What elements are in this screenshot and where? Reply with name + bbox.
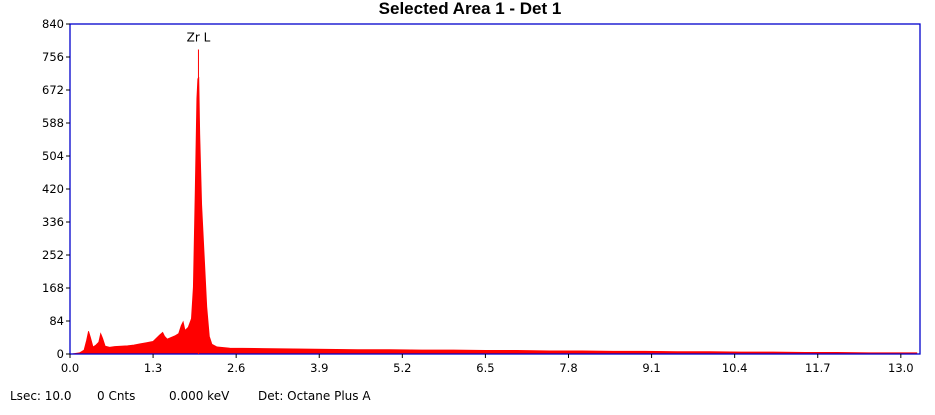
- x-tick-label: 9.1: [642, 361, 660, 375]
- x-tick-label: 2.6: [227, 361, 245, 375]
- x-tick-label: 11.7: [805, 361, 831, 375]
- spectrum-layer: [71, 76, 918, 355]
- y-tick-label: 168: [42, 281, 64, 295]
- x-tick-label: 7.8: [559, 361, 577, 375]
- spectrum-chart: Selected Area 1 - Det 1 0 84 168 252 336 420 5…: [42, 0, 921, 375]
- x-tick-label: 5.2: [393, 361, 411, 375]
- counts-readout: 0 Cnts: [97, 389, 136, 403]
- y-tick-label: 0: [57, 347, 64, 361]
- x-tick-label: 1.3: [144, 361, 162, 375]
- x-tick-label: 13.0: [888, 361, 914, 375]
- y-tick-label: 84: [49, 314, 64, 328]
- axis-layer: 0 84 168 252 336 420 504 588 672 756 840 0.0 1.3 2.6 3…: [42, 17, 914, 375]
- y-tick-label: 336: [42, 215, 64, 229]
- y-tick-label: 504: [42, 149, 64, 163]
- y-tick-label: 252: [42, 248, 64, 262]
- lsec-readout: Lsec: 10.0: [10, 389, 72, 403]
- y-tick-label: 840: [42, 17, 64, 31]
- peak-label-layer: Zr L: [187, 31, 211, 354]
- spectrum-area: [71, 76, 918, 355]
- energy-readout: 0.000 keV: [169, 389, 230, 403]
- detector-readout: Det: Octane Plus A: [258, 389, 371, 403]
- x-tick-label: 10.4: [722, 361, 748, 375]
- x-tick-label: 3.9: [310, 361, 328, 375]
- y-tick-label: 420: [42, 182, 64, 196]
- peak-label: Zr L: [187, 31, 211, 45]
- y-tick-label: 756: [42, 50, 64, 64]
- y-tick-label: 672: [42, 83, 64, 97]
- y-tick-label: 588: [42, 116, 64, 130]
- x-tick-label: 0.0: [61, 361, 79, 375]
- x-tick-label: 6.5: [476, 361, 494, 375]
- chart-title: Selected Area 1 - Det 1: [379, 0, 562, 18]
